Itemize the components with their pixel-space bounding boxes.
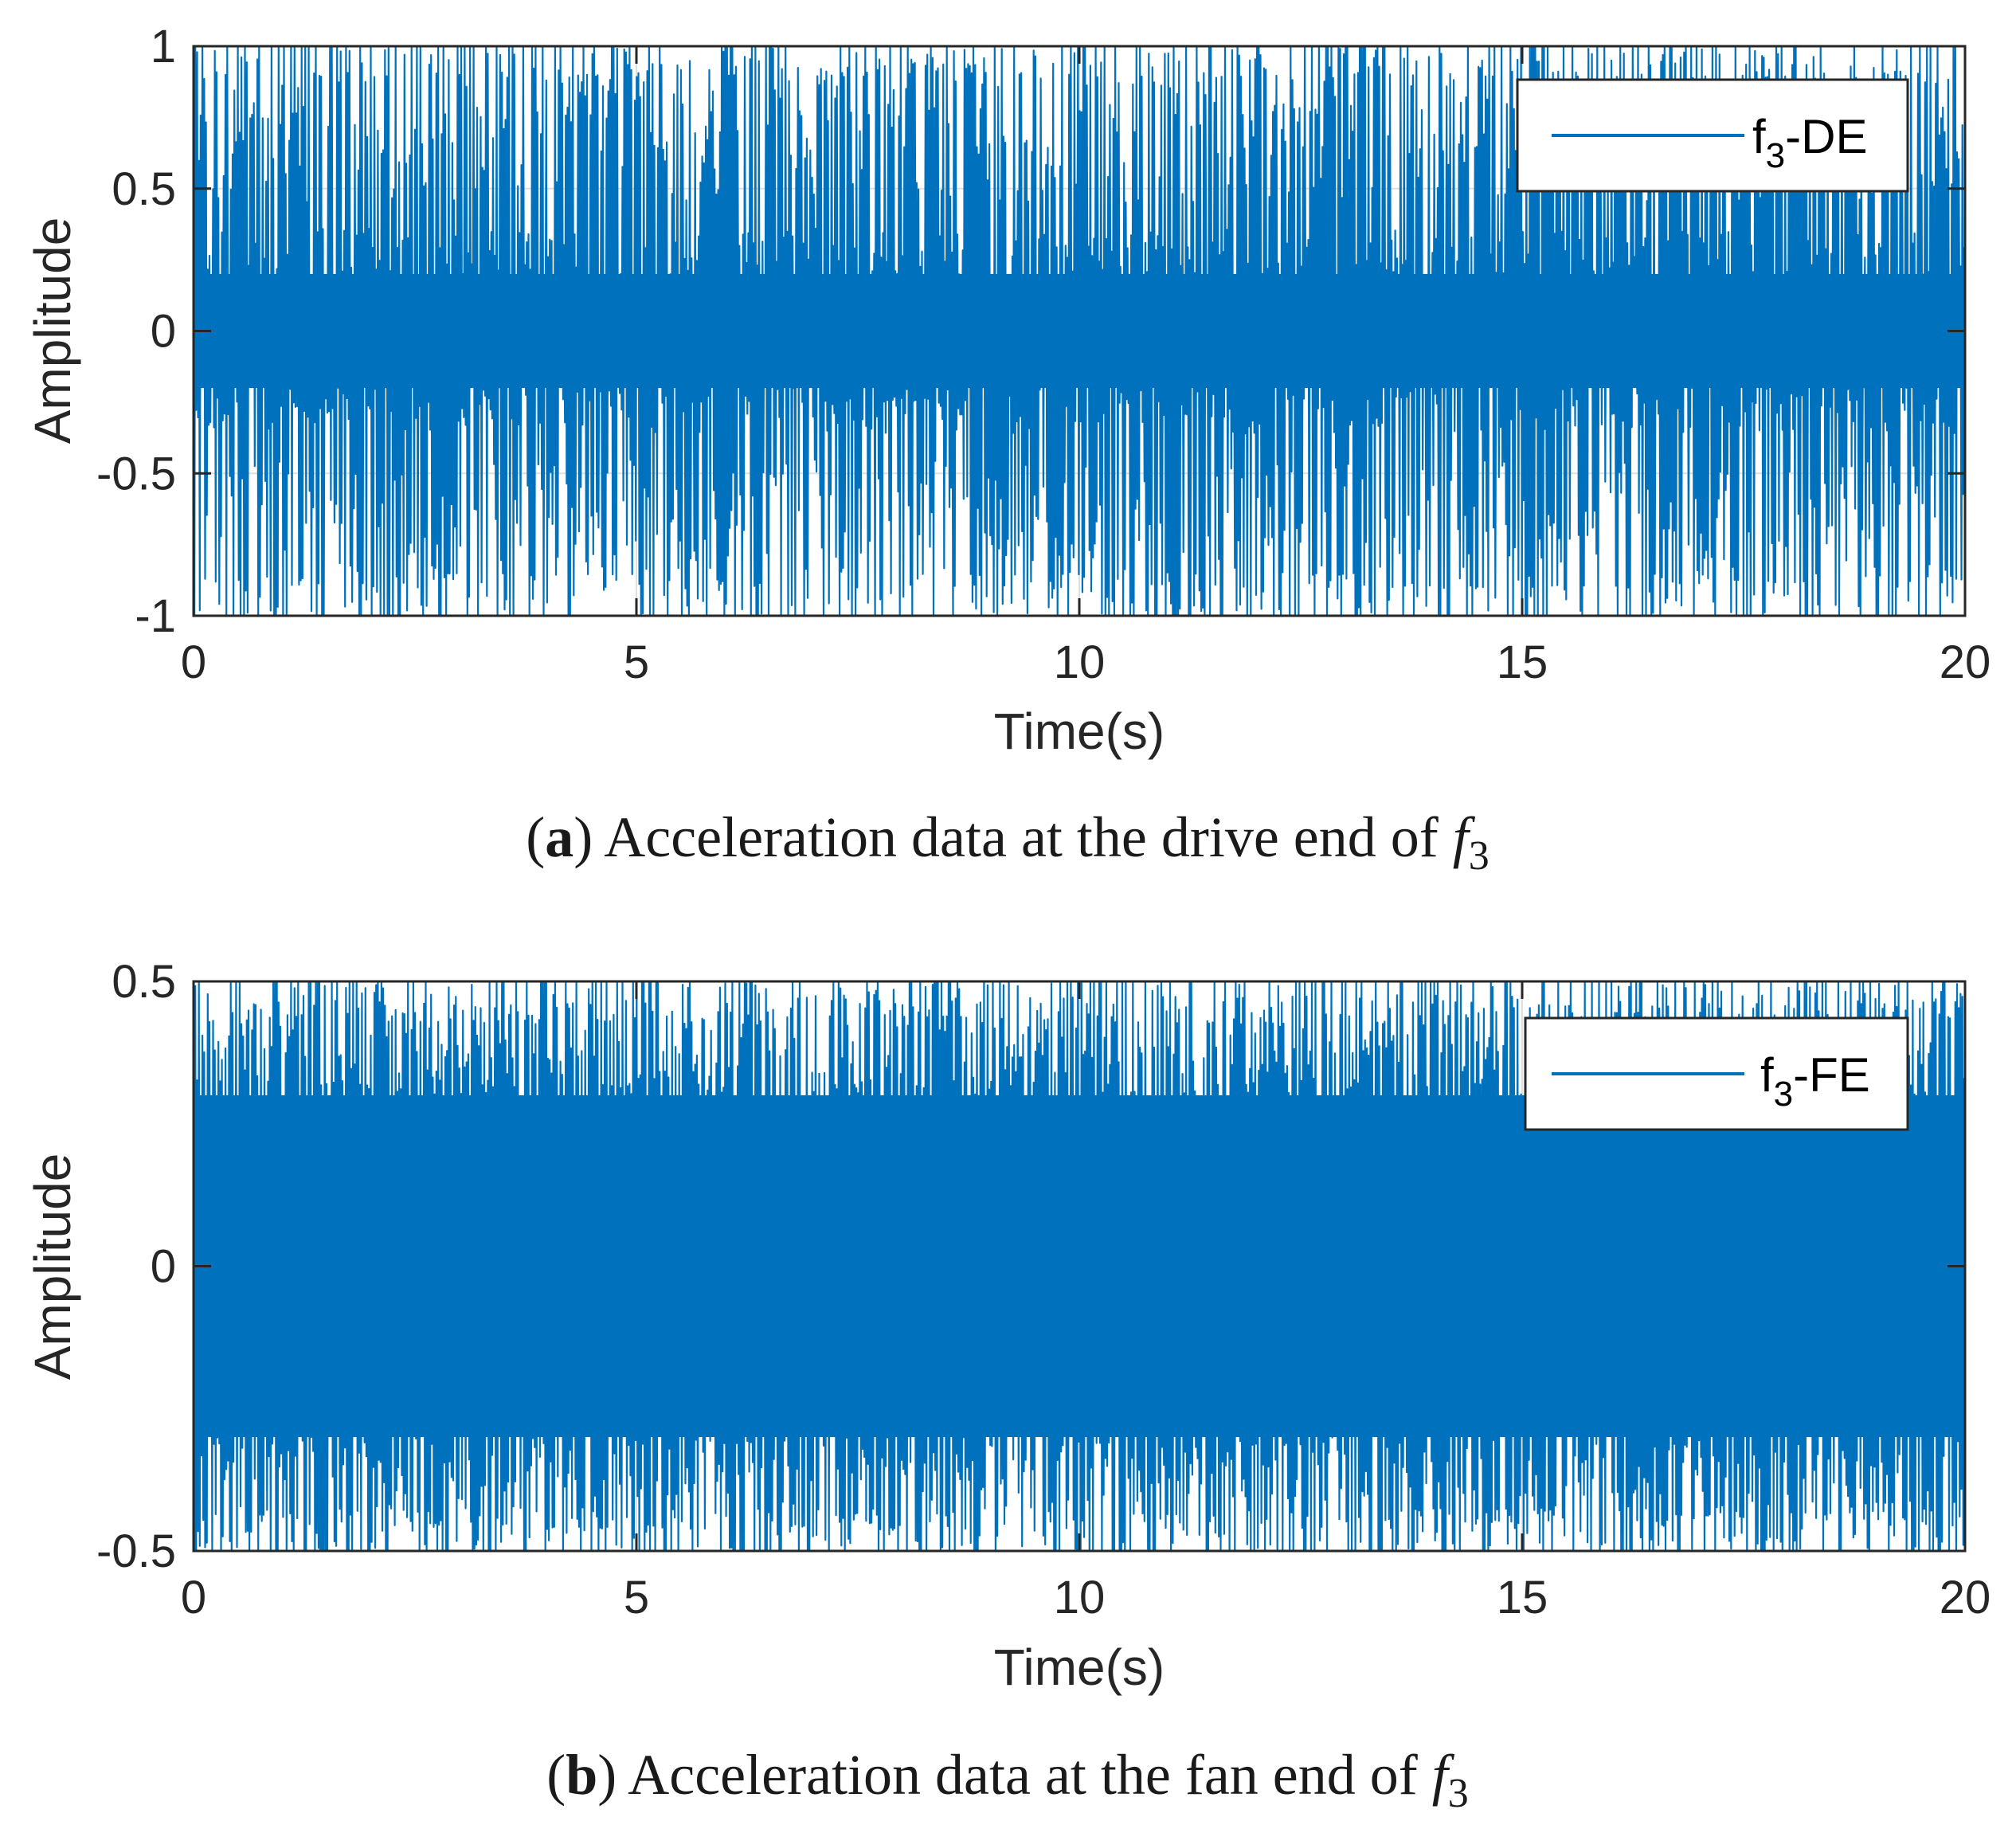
y-tick-label-a: 0: [151, 306, 176, 358]
x-tick-label-a: 15: [1497, 636, 1548, 688]
legend-suffix-a: -DE: [1785, 110, 1867, 163]
chart-panel-b: 0 5 10 15 20-0.500.5 Time(s) Amplitude f3-FE…: [24, 956, 1991, 1816]
caption-b-text: Acceleration data at the fan end of: [628, 1743, 1431, 1807]
legend-suffix-b: -FE: [1793, 1048, 1870, 1102]
legend-base-b: f: [1760, 1048, 1774, 1102]
series-f3-de: [194, 46, 1965, 616]
y-tick-label-a: 1: [151, 21, 176, 72]
x-tick-label-a: 10: [1054, 636, 1106, 688]
caption-a: (a) Acceleration data at the drive end o…: [526, 805, 1489, 879]
signal-core-b: [194, 1095, 1965, 1437]
legend-label-a: f3-DE: [1752, 110, 1868, 175]
y-tick-label-b: 0: [151, 1241, 176, 1293]
legend-sub-b: 3: [1774, 1075, 1793, 1114]
legend-label-b: f3-FE: [1760, 1048, 1870, 1114]
y-tick-label-a: -0.5: [96, 448, 176, 499]
x-tick-label-b: 20: [1940, 1572, 1991, 1623]
legend-base-a: f: [1752, 110, 1766, 163]
caption-a-letter: a: [545, 805, 573, 869]
legend-a: f3-DE: [1516, 78, 1909, 193]
x-tick-label-a: 0: [181, 636, 206, 688]
signal-core-a: [194, 274, 1965, 388]
legend-b: f3-FE: [1524, 1016, 1909, 1131]
y-tick-label-a: -1: [135, 590, 176, 642]
x-tick-label-b: 15: [1497, 1572, 1548, 1623]
caption-a-sub: 3: [1469, 833, 1489, 879]
caption-b-letter: b: [566, 1743, 597, 1807]
y-tick-label-b: 0.5: [112, 956, 176, 1008]
x-tick-label-b: 0: [181, 1572, 206, 1623]
x-tick-label-b: 10: [1054, 1572, 1106, 1623]
ticks-a: 0 5 10 15 20 -1 -0.5 0 0.5 1: [96, 21, 1991, 688]
caption-b-sub: 3: [1448, 1771, 1469, 1816]
x-tick-label-a: 20: [1940, 636, 1991, 688]
caption-a-text: Acceleration data at the drive end of: [604, 805, 1452, 869]
y-axis-label-a: Amplitude: [24, 217, 81, 444]
series-f3-fe: [194, 981, 1965, 1551]
ticks-b: 0 5 10 15 20-0.500.5: [96, 956, 1991, 1623]
x-tick-label-b: 5: [624, 1572, 649, 1623]
y-axis-label-b: Amplitude: [24, 1153, 81, 1380]
x-axis-label-b: Time(s): [994, 1639, 1165, 1696]
caption-b: (b) Acceleration data at the fan end of …: [546, 1743, 1469, 1816]
chart-panel-a: 0 5 10 15 20-1-0.500.51 Time(s) Amplitude f3…: [24, 21, 1991, 879]
y-tick-label-b: -0.5: [96, 1525, 176, 1577]
x-axis-label-a: Time(s): [994, 703, 1165, 760]
x-tick-label-a: 5: [624, 636, 649, 688]
legend-sub-a: 3: [1766, 136, 1785, 175]
y-tick-label-a: 0.5: [112, 163, 176, 215]
